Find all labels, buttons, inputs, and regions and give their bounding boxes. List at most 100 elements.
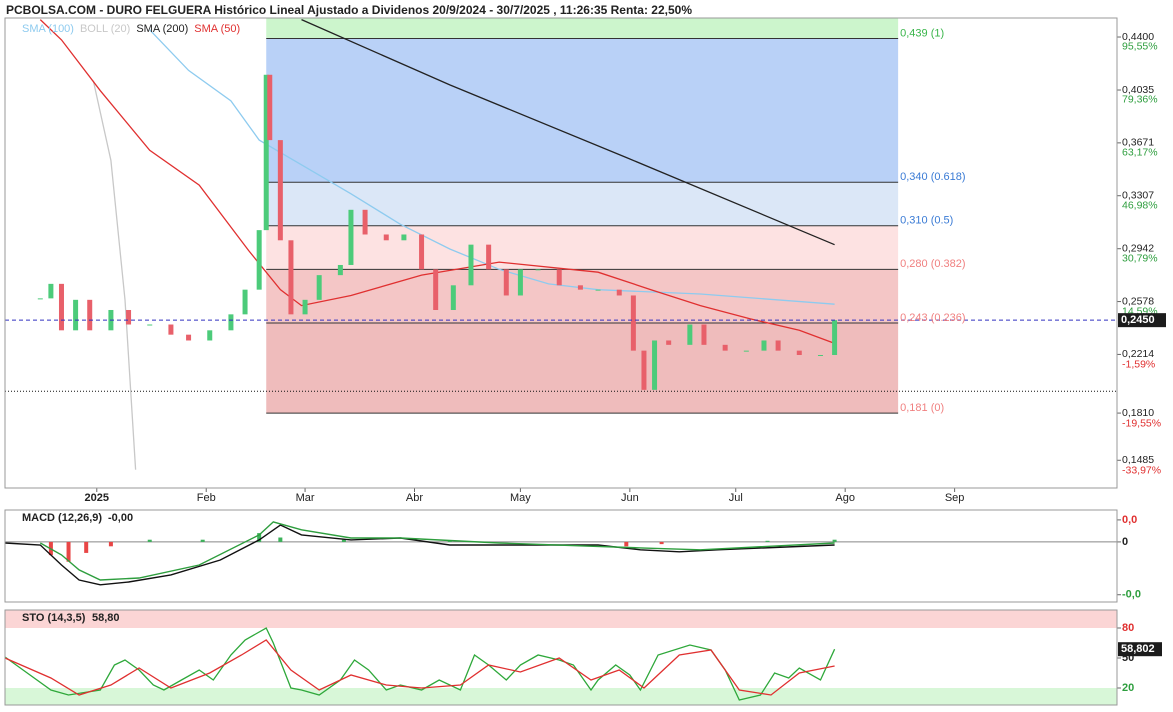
x-tick-label: 2025 xyxy=(85,492,109,504)
macd-value: -0,00 xyxy=(108,512,133,524)
candle xyxy=(722,344,728,351)
y2-tick-label: -1,59% xyxy=(1122,359,1155,371)
candle xyxy=(288,240,294,315)
candle xyxy=(652,340,658,390)
fib-label: 0,439 (1) xyxy=(900,27,944,39)
fib-top-zone xyxy=(266,18,899,39)
candle xyxy=(503,269,509,296)
histogram-bar xyxy=(624,541,629,547)
candle xyxy=(419,234,425,270)
candle xyxy=(616,289,622,296)
candle xyxy=(168,324,174,335)
y-tick-label: 0,4035 xyxy=(1122,84,1154,96)
fib-zone xyxy=(266,38,899,183)
chart-title: PCBOLSA.COM - DURO FELGUERA Histórico Li… xyxy=(6,3,692,17)
y2-tick-label: 63,17% xyxy=(1122,147,1158,159)
y2-tick-label: 46,98% xyxy=(1122,200,1158,212)
histogram-bar xyxy=(257,533,262,542)
candle xyxy=(263,74,269,231)
candle xyxy=(302,299,308,315)
main-frame xyxy=(4,17,1118,489)
fib-zone xyxy=(266,225,899,270)
candle xyxy=(595,289,601,291)
candle xyxy=(666,340,672,345)
candle xyxy=(743,350,749,352)
candle xyxy=(450,285,456,310)
candle xyxy=(641,350,647,390)
candle xyxy=(207,330,213,341)
last-price-badge xyxy=(1118,313,1166,328)
candle xyxy=(468,244,474,286)
histogram-bar xyxy=(84,541,89,553)
y-tick-label: 0,2942 xyxy=(1122,242,1154,254)
candle xyxy=(337,264,343,276)
y-tick-label: 20 xyxy=(1122,682,1134,694)
legend-entry: SMA (100) xyxy=(22,23,74,35)
histogram-bar xyxy=(659,541,664,545)
candle xyxy=(630,295,636,351)
x-tick-label: Abr xyxy=(406,492,423,504)
candle xyxy=(383,234,389,241)
legend-entry: SMA (50) xyxy=(194,23,240,35)
last-value-label: 58,802 xyxy=(1121,643,1155,655)
line-series xyxy=(92,80,137,470)
candle xyxy=(517,269,523,296)
candle xyxy=(401,234,407,241)
x-tick-label: Jul xyxy=(729,492,743,504)
y2-tick-label: 30,79% xyxy=(1122,253,1158,265)
y-tick-label: 0,2578 xyxy=(1122,295,1154,307)
candle xyxy=(556,269,562,286)
histogram-bar xyxy=(108,541,113,547)
candle xyxy=(58,283,64,331)
y-tick-label: 0 xyxy=(1122,536,1128,548)
macd-frame xyxy=(4,509,1118,603)
x-tick-label: May xyxy=(510,492,531,504)
x-tick-label: Sep xyxy=(945,492,965,504)
zone xyxy=(5,610,1117,628)
histogram-bar xyxy=(765,540,770,542)
x-tick-label: Ago xyxy=(835,492,855,504)
candle xyxy=(316,275,322,300)
histogram-bar xyxy=(278,537,283,542)
histogram-bar xyxy=(200,539,205,542)
fib-zone xyxy=(266,323,899,414)
y-tick-label: 0,1485 xyxy=(1122,454,1154,466)
y2-tick-label: 95,55% xyxy=(1122,41,1158,53)
line-series xyxy=(39,19,835,345)
fib-label: 0,243 (0.236) xyxy=(900,312,965,324)
fib-label: 0,181 (0) xyxy=(900,402,944,414)
zone xyxy=(5,688,1117,705)
y2-tick-label: 79,36% xyxy=(1122,94,1158,106)
x-tick-label: Mar xyxy=(296,492,315,504)
fib-label: 0,310 (0.5) xyxy=(900,215,953,227)
last-value-badge xyxy=(1118,642,1162,657)
y2-tick-label: -19,55% xyxy=(1122,417,1161,429)
candle xyxy=(228,314,234,331)
fib-label: 0,340 (0.618) xyxy=(900,171,965,183)
legend-entry: SMA (200) xyxy=(136,23,188,35)
candle xyxy=(761,340,767,351)
y-tick-label: 0,1810 xyxy=(1122,407,1154,419)
line-series xyxy=(39,521,835,581)
last-price-label: 0,2450 xyxy=(1121,314,1155,326)
candle xyxy=(277,140,283,241)
histogram-bar xyxy=(147,539,152,542)
candle xyxy=(362,209,368,235)
y-tick-label: 0,4400 xyxy=(1122,31,1154,43)
candle xyxy=(73,299,79,331)
sto-plot xyxy=(5,610,1117,705)
y-tick-label: 0,0 xyxy=(1122,514,1137,526)
macd-plot xyxy=(5,521,1117,586)
fib-label: 0,280 (0.382) xyxy=(900,258,965,270)
candle xyxy=(147,324,153,326)
histogram-bar xyxy=(66,541,71,562)
candle xyxy=(687,324,693,345)
y-tick-label: 80 xyxy=(1122,622,1134,634)
candle xyxy=(817,355,823,357)
candle xyxy=(832,320,838,356)
candle xyxy=(186,334,192,341)
candle xyxy=(535,269,541,271)
candle xyxy=(577,285,583,290)
sto-title: STO (14,3,5) xyxy=(22,612,86,624)
